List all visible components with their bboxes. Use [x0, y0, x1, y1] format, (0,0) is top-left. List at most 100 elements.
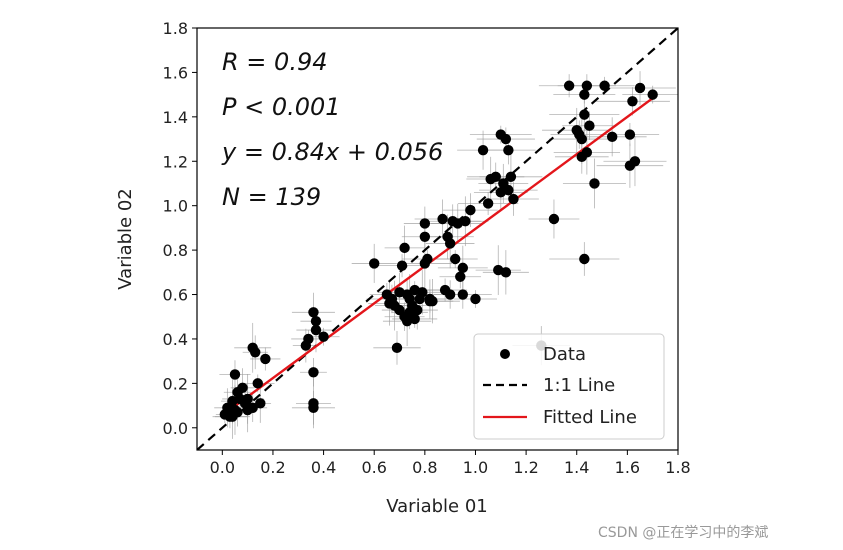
data-point — [444, 289, 456, 300]
data-point — [482, 198, 494, 209]
legend: Data 1:1 Line Fitted Line — [473, 333, 665, 440]
data-point — [589, 178, 600, 189]
data-point — [242, 393, 253, 405]
legend-box — [473, 333, 665, 440]
x-tick-label: 0.2 — [260, 458, 285, 477]
data-point — [503, 184, 514, 196]
data-point — [399, 242, 410, 254]
data-point — [427, 295, 438, 307]
x-tick-label: 0.6 — [361, 458, 386, 477]
data-point — [457, 289, 469, 300]
data-point — [470, 293, 481, 305]
data-point — [500, 133, 512, 145]
data-point — [647, 89, 658, 100]
stats-annotation: P < 0.001 — [222, 93, 341, 121]
data-point — [581, 80, 593, 91]
y-tick-label: 1.0 — [163, 197, 188, 216]
data-point — [303, 333, 314, 345]
x-tick-label: 1.2 — [513, 458, 538, 477]
data-point — [460, 216, 471, 227]
data-point — [581, 147, 593, 158]
data-point — [409, 313, 420, 325]
x-axis-ticks: 0.0 0.2 0.4 0.6 0.8 1.0 1.2 1.4 1.6 1.8 — [210, 450, 691, 477]
data-point — [396, 260, 408, 271]
legend-data-marker — [500, 349, 510, 359]
x-axis-label: Variable 01 — [386, 496, 488, 517]
data-point — [455, 271, 466, 282]
stats-annotation: N = 139 — [222, 183, 321, 211]
watermark: CSDN @正在学习中的李斌 — [598, 525, 769, 541]
x-tick-label: 1.0 — [463, 458, 488, 477]
fitted-line — [226, 97, 654, 413]
x-tick-label: 0.8 — [412, 458, 437, 477]
stats-annotations: R = 0.94 P < 0.001 y = 0.84x + 0.056 N = 13… — [221, 48, 443, 211]
data-points — [219, 80, 658, 422]
data-point — [310, 315, 322, 327]
y-tick-label: 1.2 — [163, 152, 188, 171]
data-point — [229, 369, 241, 380]
legend-label-data: Data — [543, 344, 586, 365]
data-point — [579, 253, 590, 265]
data-point — [576, 133, 587, 145]
data-point — [629, 156, 641, 167]
x-tick-label: 1.8 — [665, 458, 690, 477]
data-point — [584, 120, 595, 131]
data-point — [255, 398, 266, 409]
data-point — [563, 80, 575, 91]
data-point — [308, 367, 319, 378]
data-point — [624, 129, 636, 140]
y-tick-label: 1.6 — [163, 63, 188, 82]
data-point — [606, 131, 618, 143]
data-point — [391, 342, 403, 354]
data-point — [579, 89, 590, 100]
data-point — [318, 331, 329, 342]
legend-label-fitted: Fitted Line — [543, 407, 637, 428]
stats-annotation: y = 0.84x + 0.056 — [221, 138, 443, 166]
y-axis-label: Variable 02 — [115, 188, 136, 290]
x-tick-label: 1.4 — [564, 458, 589, 477]
data-point — [247, 402, 258, 413]
data-point — [505, 171, 517, 183]
data-point — [308, 307, 319, 318]
data-point — [599, 80, 610, 91]
data-point — [627, 96, 638, 107]
reference-lines — [197, 28, 678, 450]
data-point — [508, 193, 519, 205]
y-tick-label: 0.4 — [163, 330, 188, 349]
x-tick-label: 0.0 — [210, 458, 235, 477]
legend-label-one-to-one: 1:1 Line — [543, 375, 615, 396]
data-point — [457, 262, 469, 274]
x-tick-label: 1.6 — [615, 458, 640, 477]
data-point — [232, 407, 243, 418]
data-point — [308, 402, 319, 413]
data-point — [419, 218, 431, 229]
data-point — [252, 378, 263, 389]
data-point — [250, 347, 261, 358]
data-point — [237, 382, 248, 394]
y-tick-label: 0.2 — [163, 374, 188, 393]
stats-annotation: R = 0.94 — [222, 48, 327, 76]
data-point — [437, 213, 448, 225]
data-point — [369, 258, 380, 269]
data-point — [503, 144, 514, 156]
data-point — [260, 353, 271, 365]
data-point — [548, 213, 560, 225]
y-tick-label: 0.8 — [163, 241, 188, 260]
data-point — [477, 144, 489, 156]
data-point — [422, 253, 433, 265]
data-point — [490, 171, 501, 183]
data-point — [450, 253, 461, 265]
data-point — [419, 231, 431, 242]
data-point — [465, 204, 476, 216]
plot-frame — [196, 27, 679, 451]
y-tick-label: 0.0 — [163, 419, 188, 438]
x-tick-label: 0.4 — [311, 458, 336, 477]
data-point — [500, 267, 512, 278]
data-point — [634, 82, 646, 94]
y-tick-label: 1.8 — [163, 19, 188, 38]
data-point — [579, 109, 590, 120]
data-point — [310, 324, 322, 336]
data-point — [444, 238, 456, 249]
y-tick-label: 0.6 — [163, 286, 188, 305]
